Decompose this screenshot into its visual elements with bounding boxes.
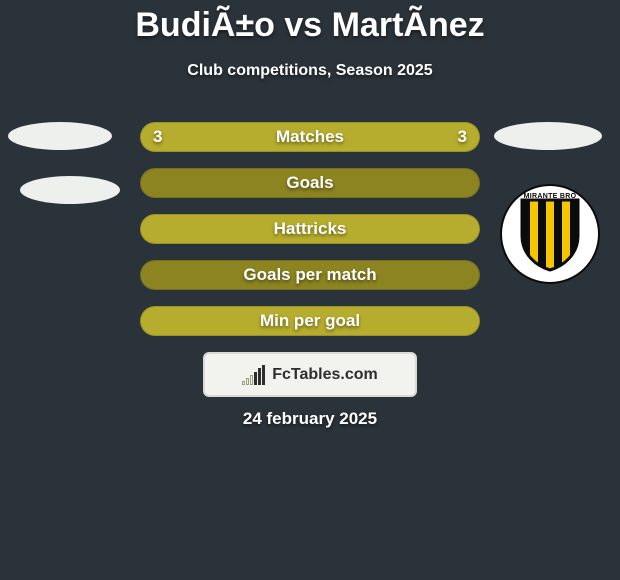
brand-box: FcTables.com xyxy=(203,352,417,397)
stat-label: Goals xyxy=(286,173,333,193)
stat-row-gpm: Goals per match xyxy=(140,260,480,290)
stat-row-goals: Goals xyxy=(140,168,480,198)
club-badge: MIRANTE BRO xyxy=(500,184,600,284)
right-player-oval xyxy=(494,122,602,150)
subtitle: Club competitions, Season 2025 xyxy=(0,62,620,80)
left-player-oval-2 xyxy=(20,176,120,204)
brand-bars-icon xyxy=(242,365,266,385)
stat-right-value: 3 xyxy=(458,127,467,147)
stat-label: Goals per match xyxy=(243,265,376,285)
stat-row-mpg: Min per goal xyxy=(140,306,480,336)
stat-label: Min per goal xyxy=(260,311,360,331)
left-player-oval-1 xyxy=(8,122,112,150)
club-shield-icon xyxy=(518,196,582,272)
stat-row-hattricks: Hattricks xyxy=(140,214,480,244)
page-title: BudiÃ±o vs MartÃnez xyxy=(0,6,620,45)
date-text: 24 february 2025 xyxy=(0,409,620,429)
stat-left-value: 3 xyxy=(153,127,162,147)
stat-label: Hattricks xyxy=(274,219,347,239)
stat-row-matches: 3 Matches 3 xyxy=(140,122,480,152)
stat-label: Matches xyxy=(276,127,344,147)
brand-text: FcTables.com xyxy=(272,366,378,384)
comparison-canvas: BudiÃ±o vs MartÃnez Club competitions, S… xyxy=(0,0,620,580)
